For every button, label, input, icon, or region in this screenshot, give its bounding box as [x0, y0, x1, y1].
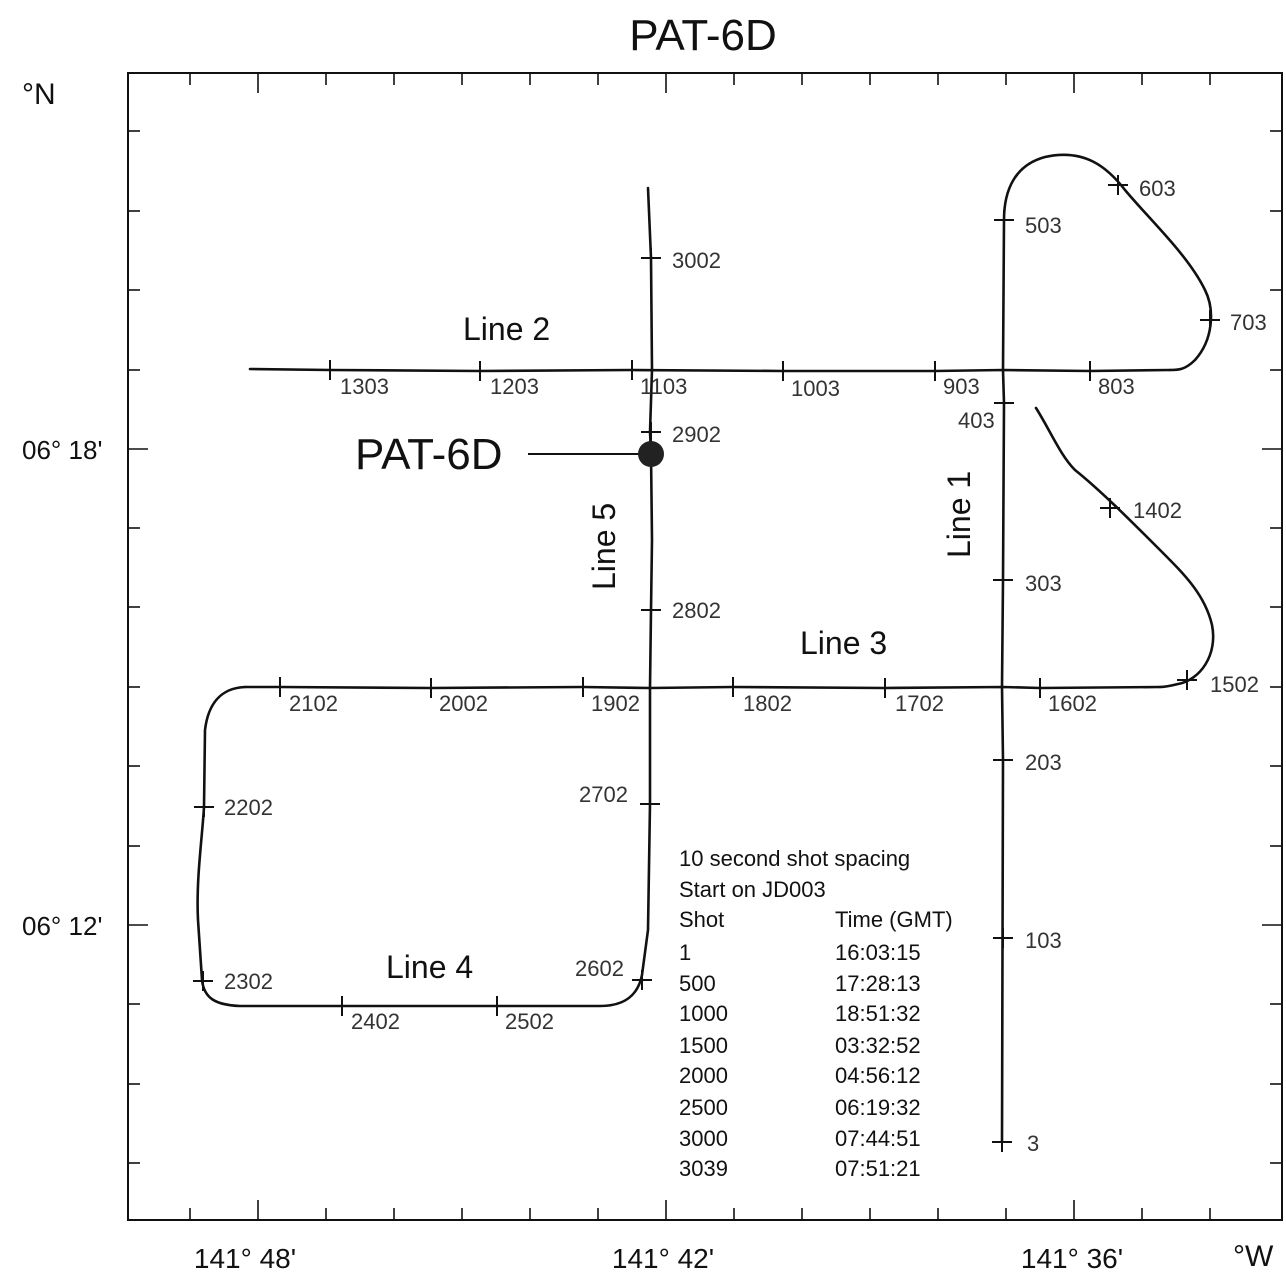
lon-unit-label: °W [1233, 1240, 1274, 1273]
shot-label-2702: 2702 [579, 782, 628, 807]
shot-label-1203: 1203 [490, 374, 539, 399]
legend-time: 18:51:32 [835, 1001, 921, 1026]
track-line-1 [1000, 153, 1213, 1144]
map-frame [127, 72, 1283, 1221]
legend-shot: 2500 [679, 1095, 728, 1120]
legend-shot: 1000 [679, 1001, 728, 1026]
shot-label-603: 603 [1139, 176, 1176, 201]
shot-label-2002: 2002 [439, 691, 488, 716]
lon-tick-label-1: 141° 48' [194, 1243, 296, 1274]
shot-label-203: 203 [1025, 750, 1062, 775]
shot-label-2102: 2102 [289, 691, 338, 716]
shot-label-1602: 1602 [1048, 691, 1097, 716]
shot-label-1802: 1802 [743, 691, 792, 716]
legend-time: 04:56:12 [835, 1063, 921, 1088]
line-3-label: Line 3 [800, 625, 887, 661]
track-line-3 [243, 685, 1162, 690]
legend-time: 07:44:51 [835, 1126, 921, 1151]
shot-label-303: 303 [1025, 571, 1062, 596]
shot-label-2302: 2302 [224, 969, 273, 994]
shot-label-2802: 2802 [672, 598, 721, 623]
line-4-label: Line 4 [386, 949, 473, 985]
legend-spacing-note: 10 second shot spacing [679, 846, 910, 871]
legend-time: 16:03:15 [835, 940, 921, 965]
lat-unit-label: °N [22, 78, 56, 111]
shot-label-1103: 1103 [640, 374, 687, 399]
line-1-label: Line 1 [941, 471, 977, 558]
legend-start-note: Start on JD003 [679, 877, 826, 902]
shot-label-1003: 1003 [791, 376, 840, 401]
legend-shot: 3000 [679, 1126, 728, 1151]
axis-ticks [128, 73, 1282, 1220]
line-5-label: Line 5 [586, 503, 622, 590]
shot-label-2902: 2902 [672, 422, 721, 447]
shot-label-2502: 2502 [505, 1009, 554, 1034]
shot-label-103: 103 [1025, 928, 1062, 953]
legend-shot: 3039 [679, 1156, 728, 1181]
lon-tick-label-2: 141° 42' [612, 1243, 714, 1274]
line-2-label: Line 2 [463, 311, 550, 347]
shot-label-2402: 2402 [351, 1009, 400, 1034]
shot-label-3002: 3002 [672, 248, 721, 273]
legend-time: 03:32:52 [835, 1033, 921, 1058]
shot-label-1303: 1303 [340, 374, 389, 399]
shot-label-1902: 1902 [591, 691, 640, 716]
legend-shot: 1500 [679, 1033, 728, 1058]
station-label: PAT-6D [355, 430, 503, 479]
legend-time: 06:19:32 [835, 1095, 921, 1120]
legend-col-shot: Shot [679, 907, 724, 932]
shot-label-3: 3 [1027, 1131, 1039, 1156]
shot-time-table: 10 second shot spacing Start on JD003 Sh… [679, 846, 953, 1181]
shot-label-403: 403 [958, 408, 995, 433]
legend-time: 07:51:21 [835, 1156, 921, 1181]
shot-markers [193, 175, 1220, 1152]
shot-label-1702: 1702 [895, 691, 944, 716]
lon-tick-label-3: 141° 36' [1021, 1243, 1123, 1274]
shot-label-1502: 1502 [1210, 672, 1259, 697]
legend-time: 17:28:13 [835, 971, 921, 996]
legend-shot: 1 [679, 940, 691, 965]
track-line-2 [248, 367, 1172, 373]
lat-tick-label-1: 06° 18' [22, 435, 102, 465]
track-turn-1402 [1034, 406, 1215, 689]
ship-tracks [196, 153, 1215, 1144]
lat-tick-label-2: 06° 12' [22, 911, 102, 941]
map-title: PAT-6D [629, 11, 777, 60]
shot-label-2202: 2202 [224, 795, 273, 820]
shot-label-903: 903 [943, 374, 980, 399]
legend-shot: 500 [679, 971, 716, 996]
legend-col-time: Time (GMT) [835, 907, 953, 932]
shot-label-503: 503 [1025, 213, 1062, 238]
shot-label-2602: 2602 [575, 956, 624, 981]
shot-label-1402: 1402 [1133, 498, 1182, 523]
shot-label-703: 703 [1230, 310, 1267, 335]
legend-shot: 2000 [679, 1063, 728, 1088]
station-marker [638, 441, 664, 467]
shot-label-803: 803 [1098, 374, 1135, 399]
